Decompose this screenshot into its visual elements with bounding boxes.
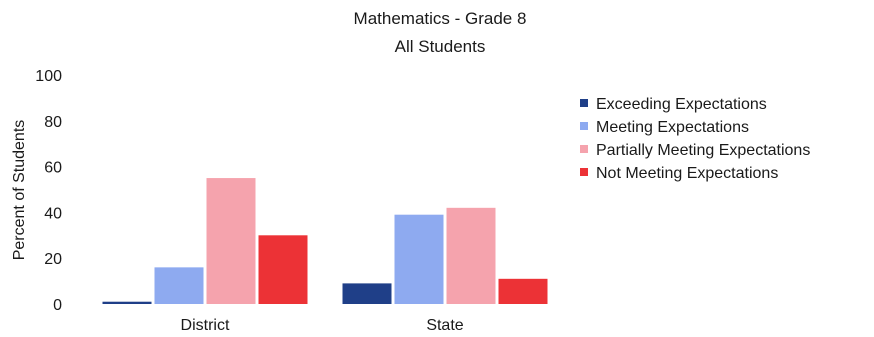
x-axis: District State — [181, 317, 464, 334]
legend-label: Meeting Expectations — [596, 119, 749, 136]
y-tick-label: 40 — [44, 205, 62, 222]
legend-swatch — [580, 168, 588, 176]
legend: Exceeding Expectations Meeting Expectatio… — [580, 96, 810, 182]
legend-label: Exceeding Expectations — [596, 96, 767, 113]
bar-state-meeting-expectations — [394, 214, 444, 304]
x-tick-label: District — [181, 317, 230, 334]
y-tick-label: 80 — [44, 114, 62, 131]
legend-swatch — [580, 99, 588, 107]
bar-state-partially-meeting-expectations — [446, 207, 496, 304]
y-axis: 0 20 40 60 80 100 — [35, 68, 62, 314]
bar-district-meeting-expectations — [154, 267, 204, 304]
x-tick-label: State — [426, 317, 463, 334]
y-axis-label: Percent of Students — [11, 120, 28, 261]
legend-swatch — [580, 122, 588, 130]
bar-state-exceeding-expectations — [342, 283, 392, 304]
chart-subtitle: All Students — [395, 37, 486, 56]
legend-swatch — [580, 145, 588, 153]
legend-label: Not Meeting Expectations — [596, 165, 778, 182]
bar-district-not-meeting-expectations — [258, 235, 308, 304]
chart-title: Mathematics - Grade 8 — [354, 9, 527, 28]
bars-group — [102, 178, 548, 304]
y-tick-label: 0 — [53, 297, 62, 314]
bar-district-exceeding-expectations — [102, 301, 152, 304]
bar-state-not-meeting-expectations — [498, 278, 548, 304]
y-tick-label: 60 — [44, 160, 62, 177]
legend-label: Partially Meeting Expectations — [596, 142, 810, 159]
y-tick-label: 100 — [35, 68, 62, 85]
bar-district-partially-meeting-expectations — [206, 178, 256, 304]
y-tick-label: 20 — [44, 251, 62, 268]
